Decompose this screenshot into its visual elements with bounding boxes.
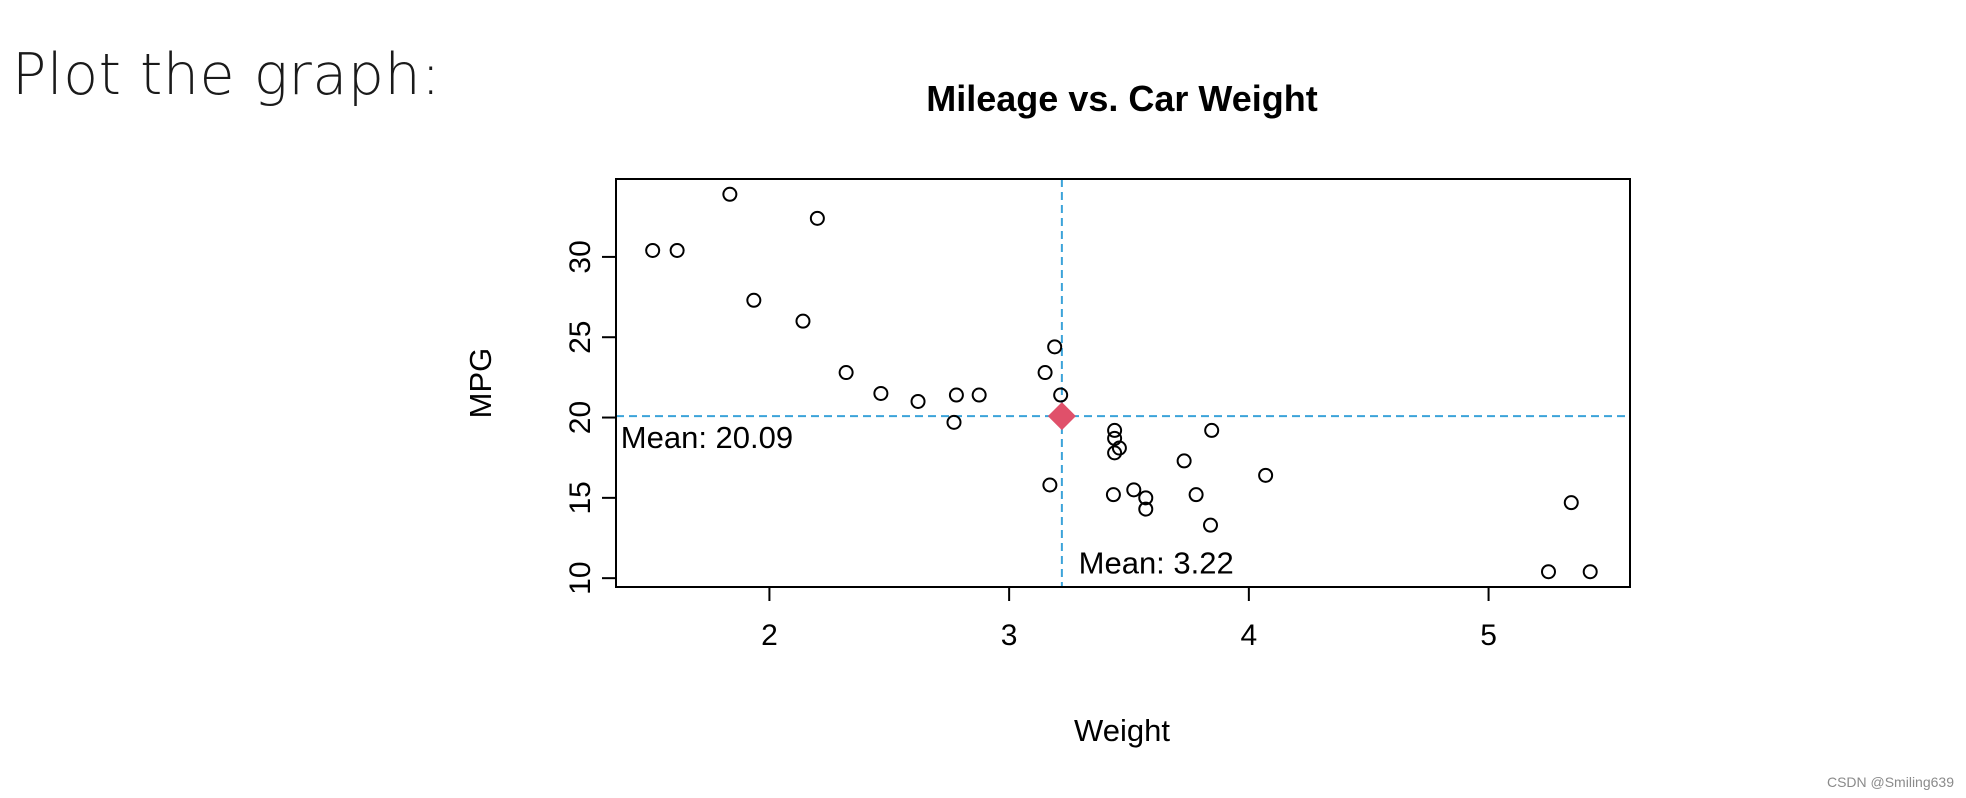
data-point [1204, 422, 1220, 438]
mean-point-marker [1047, 402, 1076, 431]
data-point [1105, 487, 1121, 503]
data-point [838, 365, 854, 381]
y-tick-label: 10 [564, 561, 597, 594]
chart-title: Mileage vs. Car Weight [926, 78, 1317, 119]
data-point [1138, 501, 1154, 517]
data-point [1053, 387, 1069, 403]
y-tick-label: 30 [564, 240, 597, 273]
x-tick-label: 4 [1241, 619, 1258, 652]
x-axis: 2 3 4 5 [761, 586, 1497, 652]
data-point [1582, 564, 1598, 580]
x-tick-label: 5 [1480, 619, 1497, 652]
y-axis: 10 15 20 25 30 [564, 240, 617, 595]
y-tick-label: 25 [564, 321, 597, 354]
data-point [971, 387, 987, 403]
data-point [1540, 564, 1556, 580]
data-point [1258, 467, 1274, 483]
data-point [946, 414, 962, 430]
x-tick-label: 2 [761, 619, 778, 652]
x-tick-label: 3 [1001, 619, 1018, 652]
annotations: Mean: 20.09 Mean: 3.22 [621, 420, 1234, 580]
x-axis-label: Weight [1074, 713, 1170, 748]
data-point [1037, 365, 1053, 381]
page-heading: Plot the graph: [12, 42, 441, 108]
y-tick-label: 15 [564, 481, 597, 514]
data-point [1107, 445, 1123, 461]
y-axis-label: MPG [463, 348, 498, 419]
data-point [795, 313, 811, 329]
data-point [910, 393, 926, 409]
data-point [1138, 490, 1154, 506]
data-point [645, 242, 661, 258]
mean-marker-group [1047, 402, 1076, 431]
data-point [1176, 453, 1192, 469]
data-points [645, 186, 1598, 580]
data-point [873, 385, 889, 401]
data-point [1047, 339, 1063, 355]
data-point [1042, 477, 1058, 493]
data-point [1111, 440, 1127, 456]
watermark: CSDN @Smiling639 [1826, 774, 1954, 790]
data-point [746, 292, 762, 308]
data-point [809, 210, 825, 226]
data-point [1107, 422, 1123, 438]
data-point [1563, 495, 1579, 511]
plot-frame [615, 178, 1631, 588]
data-point [722, 186, 738, 202]
y-tick-label: 20 [564, 401, 597, 434]
data-point [669, 242, 685, 258]
mean-annotation: Mean: 20.09 [621, 420, 793, 455]
reference-lines [616, 179, 1630, 587]
mean-annotation: Mean: 3.22 [1079, 545, 1234, 580]
data-point [1126, 482, 1142, 498]
data-point [1202, 517, 1218, 533]
data-point [948, 387, 964, 403]
data-point [1188, 487, 1204, 503]
